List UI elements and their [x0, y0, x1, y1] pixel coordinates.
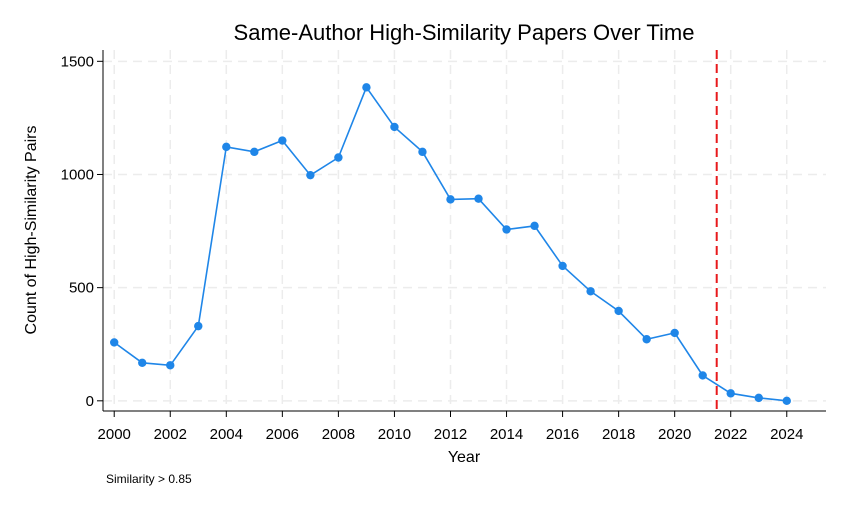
- data-point-2012: [446, 195, 455, 204]
- x-tick-label: 2010: [378, 426, 411, 443]
- chart-note: Similarity > 0.85: [106, 472, 192, 486]
- y-tick-label: 1000: [61, 166, 94, 183]
- chart-title: Same-Author High-Similarity Papers Over …: [234, 20, 695, 45]
- series: [110, 83, 791, 406]
- y-axis-label: Count of High-Similarity Pairs: [23, 126, 40, 335]
- axes: 0 500 1000 1500 2000 2002 2004 2006 2008 2010 2012…: [61, 50, 826, 443]
- data-point-2014: [502, 225, 511, 234]
- x-tick-label: 2024: [770, 426, 803, 443]
- data-point-2011: [418, 147, 427, 157]
- data-point-2024: [782, 396, 791, 406]
- data-point-2023: [754, 393, 763, 403]
- data-point-2010: [390, 122, 399, 132]
- data-point-2006: [278, 136, 287, 145]
- x-tick-label: 2008: [322, 426, 355, 443]
- x-tick-label: 2004: [210, 426, 243, 443]
- labels: Same-Author High-Similarity Papers Over …: [23, 20, 694, 486]
- data-point-2019: [642, 335, 651, 344]
- data-point-2002: [166, 361, 175, 370]
- y-tick-label: 1500: [61, 53, 94, 70]
- x-tick-label: 2022: [714, 426, 747, 443]
- data-point-2021: [698, 371, 707, 380]
- x-tick-label: 2014: [490, 426, 523, 443]
- data-point-2007: [306, 170, 315, 180]
- data-point-2015: [530, 221, 539, 231]
- data-point-2009: [362, 83, 371, 92]
- data-point-2000: [110, 338, 119, 347]
- data-point-2018: [614, 306, 623, 316]
- x-tick-label: 2012: [434, 426, 467, 443]
- data-point-2004: [222, 142, 231, 152]
- x-axis-label: Year: [448, 449, 481, 466]
- x-tick-label: 2016: [546, 426, 579, 443]
- x-tick-label: 2000: [98, 426, 131, 443]
- y-tick-label: 500: [69, 280, 94, 297]
- data-point-2022: [726, 389, 735, 398]
- x-tick-label: 2006: [266, 426, 299, 443]
- data-point-2020: [670, 328, 679, 338]
- data-point-2013: [474, 194, 483, 203]
- data-point-2003: [194, 321, 203, 331]
- y-tick-label: 0: [86, 393, 94, 410]
- x-tick-label: 2002: [154, 426, 187, 443]
- data-point-2016: [558, 261, 567, 271]
- data-point-2005: [250, 147, 259, 157]
- x-tick-label: 2018: [602, 426, 635, 443]
- data-point-2008: [334, 153, 343, 162]
- grid: [103, 50, 826, 411]
- data-point-2001: [138, 358, 147, 367]
- data-point-2017: [586, 287, 595, 296]
- x-tick-label: 2020: [658, 426, 691, 443]
